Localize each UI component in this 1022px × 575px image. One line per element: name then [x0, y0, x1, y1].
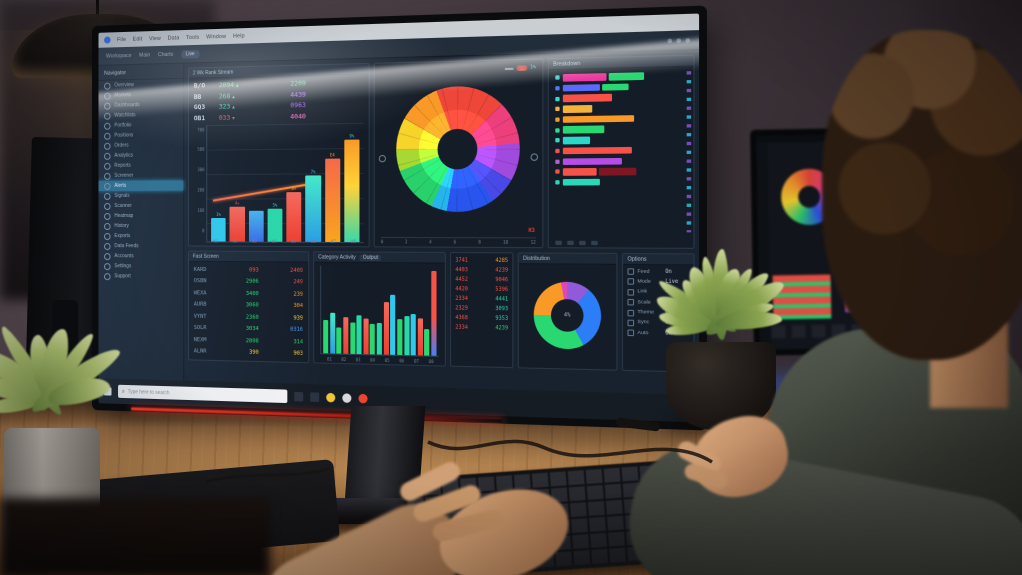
plant-pot-right — [666, 342, 776, 430]
person-hair — [822, 30, 1022, 360]
foreground-shadow — [0, 498, 270, 575]
